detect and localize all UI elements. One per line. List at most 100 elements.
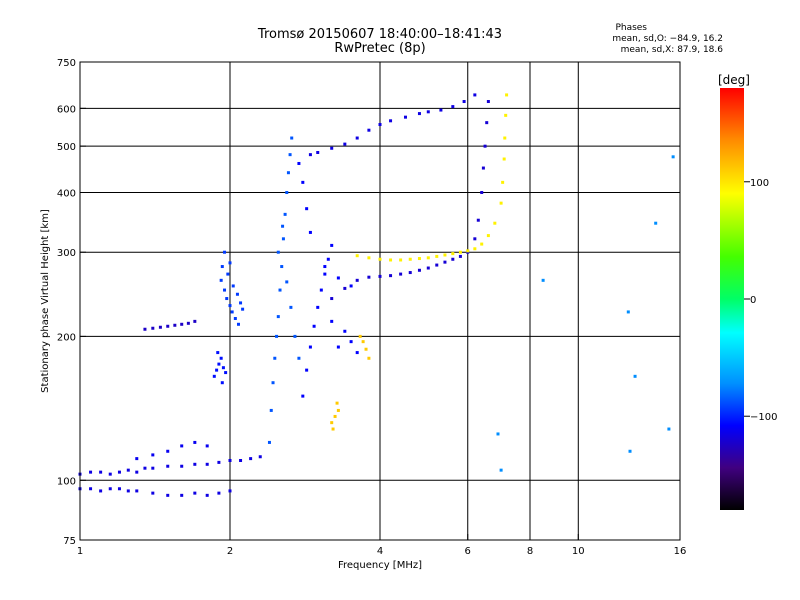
echo-point [330,243,334,247]
echo-point [323,272,327,276]
echo-point [499,468,503,472]
echo-point [399,272,403,276]
echo-point [151,453,155,457]
echo-point [143,466,147,470]
echo-point [316,305,320,309]
echo-point [217,491,221,495]
echo-point [135,470,139,474]
echo-point [151,466,155,470]
echo-point [364,347,368,351]
echo-point [180,464,184,468]
echo-point [326,257,330,261]
echo-point [633,374,637,378]
echo-point [312,324,316,328]
echo-point [108,487,112,491]
echo-point [269,408,273,412]
echo-point [343,142,347,146]
echo-point [281,224,285,228]
chart-title: Tromsø 20150607 18:40:00–18:41:43 [257,27,503,42]
echo-point [223,250,227,254]
x-tick-labels: 1 2 4 6 8 10 16 [77,546,687,557]
echo-point [228,489,232,493]
echo-point [166,449,170,453]
echo-point [289,305,293,309]
echo-point [505,93,509,97]
colorbar-tick-label: 0 [750,295,756,306]
y-axis-label: Stationary phase Virtual Height [km] [40,209,51,393]
echo-point [230,310,234,314]
echo-point [151,326,155,330]
echo-point [180,444,184,448]
echo-point [333,414,337,418]
y-tick-label: 100 [57,476,76,487]
echo-point [158,325,162,329]
echo-point [466,249,470,253]
x-tick-label: 1 [77,546,83,557]
echo-point [473,93,477,97]
x-tick-label: 16 [674,546,687,557]
echo-point [297,161,301,165]
echo-point [285,190,289,194]
echo-point [220,381,224,385]
echo-point [355,351,359,355]
echo-point [117,487,121,491]
echo-point [439,108,443,112]
echo-point [219,278,223,282]
y-tick-label: 500 [57,142,76,153]
phases-legend-title: Phases [615,23,647,33]
echo-point [212,374,216,378]
echo-point [481,166,485,170]
echo-point [223,288,227,292]
y-tick-label: 600 [57,104,76,115]
echo-point [217,362,221,366]
echo-point [654,221,658,225]
echo-point [241,307,245,311]
echo-point [236,322,240,326]
echo-point [473,247,477,251]
echo-point [480,190,484,194]
echo-point [186,321,190,325]
echo-point [290,136,294,140]
echo-point [443,260,447,264]
echo-point [355,136,359,140]
y-tick-labels: 75 100 200 300 400 500 600 750 [57,58,76,547]
echo-point [476,218,480,222]
echo-point [408,257,412,261]
echo-point [267,440,271,444]
echo-point [367,356,371,360]
echo-point [173,323,177,327]
echo-point [89,487,93,491]
x-tick-label: 8 [527,546,533,557]
colorbar [720,88,744,510]
echo-point [501,180,505,184]
echo-point [316,150,320,154]
x-tick-label: 4 [377,546,383,557]
echo-point [336,345,340,349]
colorbar-tick-label: −100 [750,412,777,423]
echo-point [205,462,209,466]
echo-point [286,171,290,175]
echo-point [271,381,275,385]
echo-point [226,272,230,276]
echo-point [417,268,421,272]
gridlines [80,62,680,540]
echo-point [417,257,421,261]
echo-point [180,493,184,497]
echo-point [99,489,103,493]
echo-point [180,322,184,326]
echo-point [330,297,334,301]
echo-point [215,368,219,372]
echo-point [451,257,455,261]
echo-point [301,394,305,398]
y-tick-label: 750 [57,58,76,69]
echo-point [228,304,232,308]
echo-point [336,276,340,280]
echo-point [667,427,671,431]
echo-point [117,470,121,474]
echo-point [483,144,487,148]
echo-point [275,334,279,338]
x-tick-label: 6 [465,546,471,557]
echo-point [285,280,289,284]
echo-point [305,368,309,372]
echo-point [233,316,237,320]
